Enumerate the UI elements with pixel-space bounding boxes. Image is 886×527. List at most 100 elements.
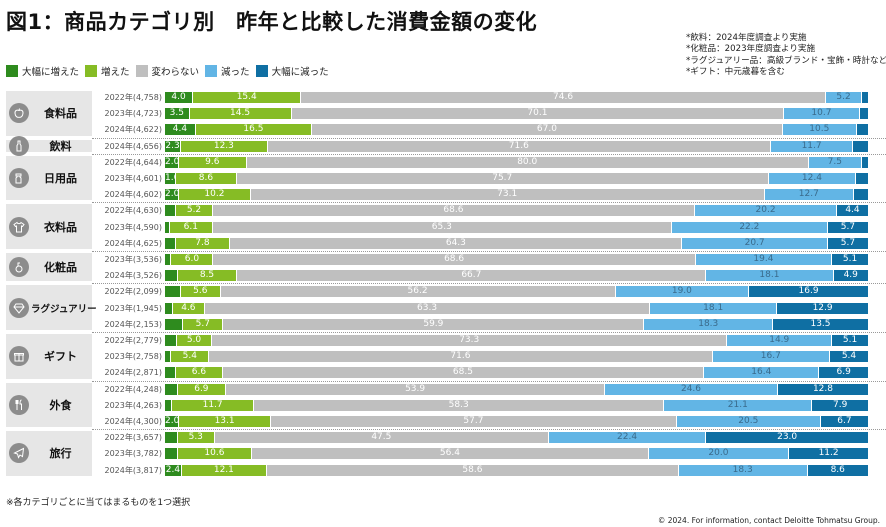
group-separator xyxy=(92,137,886,139)
bar-segment: 12.1 xyxy=(181,464,267,476)
bar-segment: 11.7 xyxy=(172,399,255,411)
group-separator xyxy=(92,202,886,204)
bar-segment: 5.7 xyxy=(183,318,224,330)
bar-segment: 56.2 xyxy=(220,286,616,298)
legend-item: 大幅に減った xyxy=(255,64,329,78)
legend-swatch xyxy=(255,65,268,77)
stacked-bar: 5.6 56.2 19.0 16.9 xyxy=(165,286,868,298)
bar-segment: 16.9 xyxy=(749,286,868,298)
bar-segment xyxy=(165,205,177,217)
chart-title: 図1：商品カテゴリ別 昨年と比較した消費金額の変化 xyxy=(6,10,538,34)
bar-segment: 11.2 xyxy=(789,448,868,460)
bar-segment: 58.6 xyxy=(266,464,679,476)
legend-item: 減った xyxy=(205,64,250,78)
stacked-bar: 2.0 9.6 80.0 7.5 xyxy=(165,156,868,168)
row-label: 2024年(4,602) xyxy=(104,190,162,200)
bar-segment: 58.3 xyxy=(254,399,665,411)
stacked-bar: 2.4 12.1 58.6 18.3 8.6 xyxy=(165,464,868,476)
stacked-bar: 3.5 14.5 70.1 10.7 xyxy=(165,108,868,120)
row-label: 2022年(2,099) xyxy=(104,287,162,297)
bar-segment xyxy=(165,221,170,233)
bar-segment xyxy=(165,335,177,346)
group-separator xyxy=(92,251,886,252)
footnote: ※各カテゴリごとに当てはまるものを1つ選択 xyxy=(6,498,191,508)
bar-segment: 5.1 xyxy=(832,254,868,265)
bar-segment: 73.1 xyxy=(250,189,765,201)
group-separator xyxy=(92,380,886,382)
row-label: 2023年(4,263) xyxy=(104,400,162,410)
bar-segment: 20.0 xyxy=(648,448,790,460)
note-gift: *ギフト：中元歳暮を含む xyxy=(686,67,785,78)
bar-segment: 6.0 xyxy=(171,254,214,265)
legend-item: 増えた xyxy=(85,64,130,78)
stacked-bar: 4.0 15.4 74.6 5.2 xyxy=(165,92,868,103)
row-label: 2023年(4,601) xyxy=(104,174,162,183)
category-label: 外食 xyxy=(49,398,72,412)
bar-segment: 8.5 xyxy=(177,270,238,282)
bar-segment: 5.4 xyxy=(830,351,868,363)
bar-segment: 19.0 xyxy=(615,286,750,298)
bar-segment: 6.9 xyxy=(177,383,227,395)
legend-swatch xyxy=(85,65,98,77)
bar-segment: 18.1 xyxy=(650,302,778,314)
stacked-bar: 2.3 12.3 71.6 11.7 xyxy=(165,140,868,152)
cosmetics-icon xyxy=(9,257,29,278)
bar-segment: 20.5 xyxy=(676,416,821,427)
legend-label: 大幅に減った xyxy=(271,67,329,78)
legend-item: 変わらない xyxy=(135,64,199,78)
bar-segment: 22.2 xyxy=(671,221,828,233)
bar-segment: 18.3 xyxy=(644,318,774,330)
category-label-box: 食料品 xyxy=(6,91,92,136)
bar-segment: 22.4 xyxy=(548,432,707,444)
bar-segment: 20.2 xyxy=(695,205,838,217)
bar-segment: 16.5 xyxy=(195,124,312,136)
bar-segment: 19.4 xyxy=(695,254,833,265)
category-label-box: ギフト xyxy=(6,334,92,379)
bar-segment: 65.3 xyxy=(212,221,672,233)
bar-segment: 73.3 xyxy=(212,335,728,346)
row-label: 2023年(3,782) xyxy=(104,449,162,459)
legend-swatch xyxy=(205,65,218,77)
legend-swatch xyxy=(6,65,18,77)
bar-segment xyxy=(165,399,173,411)
apple-icon xyxy=(9,103,29,124)
row-label: 2024年(4,625) xyxy=(104,238,162,248)
bar-segment: 68.5 xyxy=(222,367,705,379)
bar-segment: 10.2 xyxy=(179,189,251,201)
bar-segment xyxy=(165,302,173,314)
category-label: 食料品 xyxy=(44,107,77,121)
stacked-bar: 7.8 64.3 20.7 5.7 xyxy=(165,237,868,249)
bar-segment: 18.3 xyxy=(678,464,808,476)
bar-segment xyxy=(861,156,868,168)
bar-segment: 5.0 xyxy=(176,335,213,346)
gift-icon xyxy=(9,346,29,367)
category-label-box: 衣料品 xyxy=(6,204,92,249)
row-label: 2022年(4,758) xyxy=(104,93,162,102)
bar-segment: 80.0 xyxy=(246,156,809,168)
bar-segment xyxy=(856,124,868,136)
category-label-box: 化粧品 xyxy=(6,253,92,282)
stacked-bar: 6.6 68.5 16.4 6.9 xyxy=(165,367,868,379)
bar-segment: 12.8 xyxy=(777,383,868,395)
bar-segment: 47.5 xyxy=(214,432,549,444)
bar-segment: 11.7 xyxy=(770,140,854,152)
bar-segment: 21.1 xyxy=(664,399,813,411)
bar-segment xyxy=(856,173,868,184)
row-label: 2023年(2,758) xyxy=(104,352,162,362)
category-label-box: 飲料 xyxy=(6,135,92,156)
note-beverage: *飲料：2024年度調査より実施 xyxy=(686,33,807,43)
category-label: ギフト xyxy=(44,350,77,364)
bar-segment xyxy=(165,448,178,460)
bar-segment: 5.7 xyxy=(827,221,868,233)
bar-segment: 2.0 xyxy=(165,156,180,168)
bar-segment: 6.6 xyxy=(176,367,223,379)
stacked-bar-chart: 食料品 2022年(4,758) 4.0 15.4 74.6 5.2 2023年(4,723… xyxy=(0,88,886,483)
bar-segment: 2.4 xyxy=(165,464,182,476)
stacked-bar: 11.7 58.3 21.1 7.9 xyxy=(165,399,868,411)
notes: *飲料：2024年度調査より実施 *化粧品：2023年度調査より実施 *ラグジュ… xyxy=(686,33,886,79)
bar-segment xyxy=(853,189,868,201)
stacked-bar: 4.6 63.3 18.1 12.9 xyxy=(165,302,868,314)
bar-segment: 2.0 xyxy=(165,416,180,427)
row-label: 2024年(4,300) xyxy=(104,417,162,426)
stacked-bar: 2.0 10.2 73.1 12.7 xyxy=(165,189,868,201)
